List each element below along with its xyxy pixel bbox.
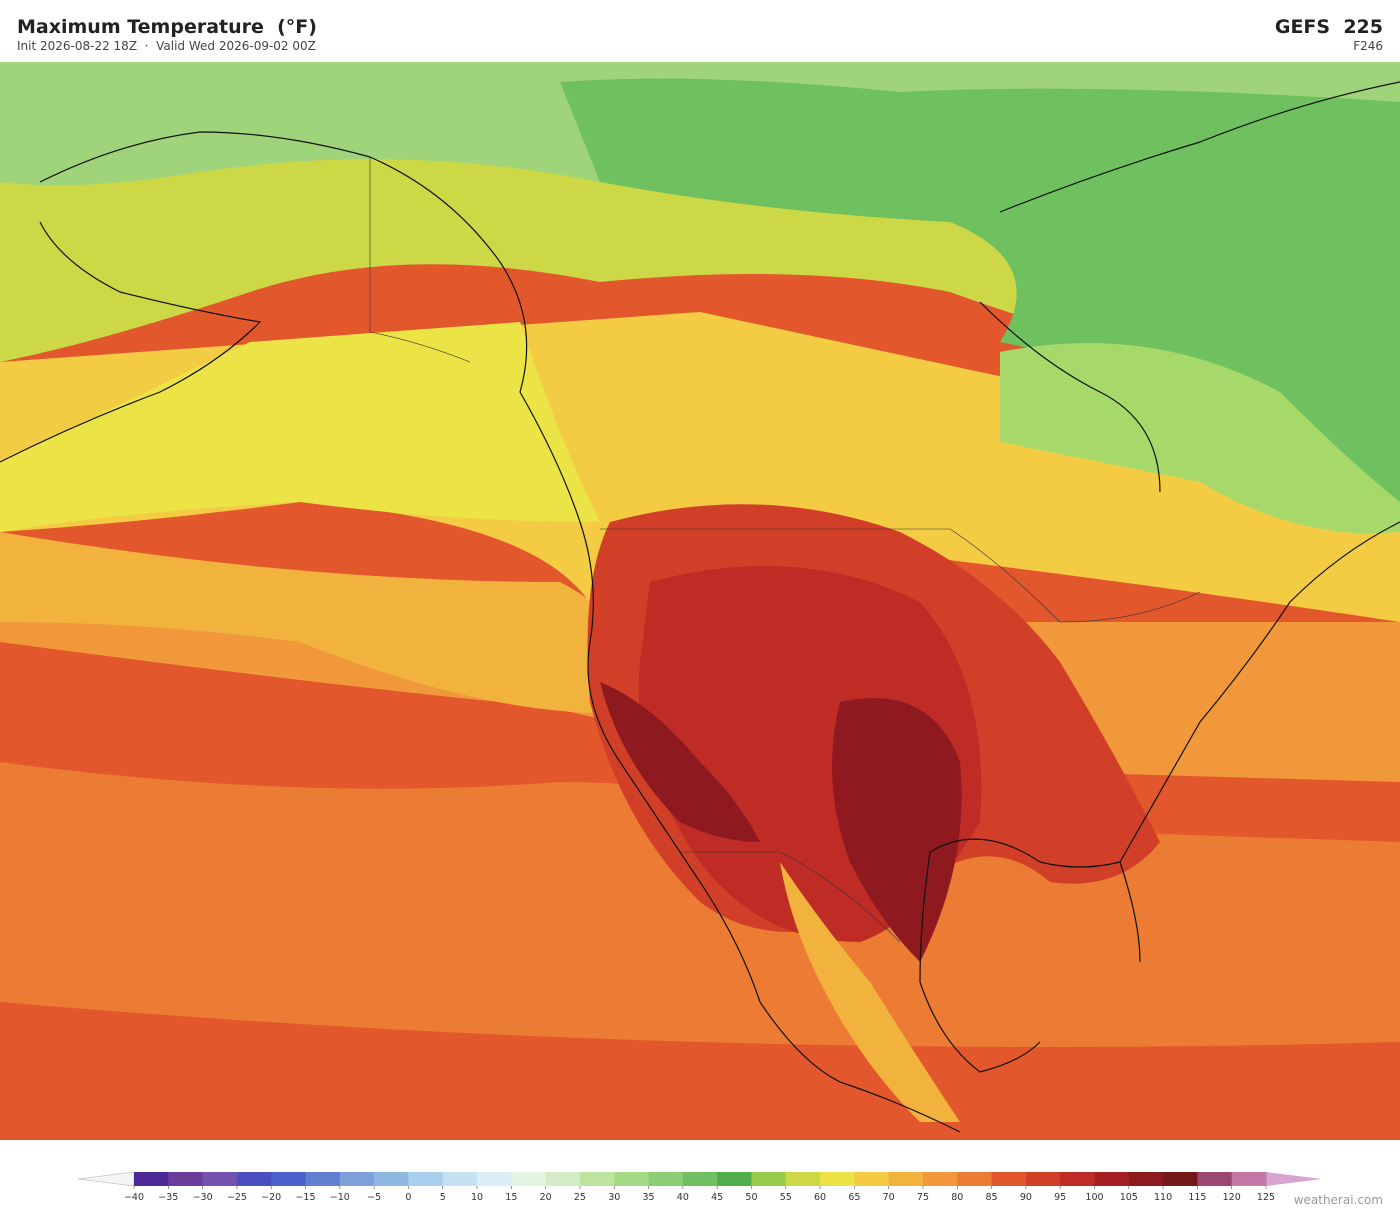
colorbar-cell [820,1172,855,1186]
colorbar-cell [854,1172,890,1186]
model-name: GEFS 225 [1274,16,1383,38]
colorbar-cell [477,1172,512,1186]
colorbar-cell [408,1172,444,1186]
tick-label: 85 [986,1192,998,1203]
colorbar-cell [785,1172,821,1186]
field [832,698,962,962]
tick-label: −40 [124,1192,144,1203]
colorbar-cell [648,1172,684,1186]
colorbar-cell [717,1172,752,1186]
colorbar-cell [442,1172,478,1186]
tick-label: 15 [505,1192,517,1203]
colorbar-cell [168,1172,204,1186]
tick-label: 65 [848,1192,860,1203]
tick-label: 75 [917,1192,929,1203]
colorbar-over [1266,1172,1322,1186]
field [600,682,760,842]
colorbar-cell [922,1172,958,1186]
map-title: Maximum Temperature (°F) [17,16,317,38]
tick-label: 100 [1085,1192,1103,1203]
tick-label: 35 [642,1192,654,1203]
tick-label: 45 [711,1192,723,1203]
tick-label: 80 [951,1192,963,1203]
colorbar-cell [614,1172,650,1186]
colorbar-cell [339,1172,375,1186]
coastline [0,81,1400,1133]
colorbar-cell [134,1172,169,1186]
tick-label: 115 [1188,1192,1206,1203]
map-subtitle: Init 2026-08-22 18Z · Valid Wed 2026-09-… [17,39,316,53]
colorbar-cell [545,1172,581,1186]
tick-label: 70 [883,1192,895,1203]
tick-label: 90 [1020,1192,1032,1203]
colorbar-under [77,1171,135,1187]
field [1000,343,1400,534]
colorbar-cell [991,1172,1027,1186]
tick-label: 5 [440,1192,446,1203]
border [369,157,1201,943]
colorbar-cell [1128,1172,1164,1186]
colorbar-cell [1060,1172,1095,1186]
colorbar-cell [957,1172,993,1186]
temperature-map [0,62,1400,1140]
tick-label: −10 [330,1192,350,1203]
colorbar-cell [751,1172,787,1186]
field [0,532,640,714]
tick-label: −15 [295,1192,315,1203]
colorbar-cell [579,1172,615,1186]
forecast-hour: F246 [1353,39,1383,53]
tick-label: −5 [367,1192,381,1203]
tick-label: 30 [608,1192,620,1203]
colorbar-cell [1231,1172,1267,1186]
tick-label: 60 [814,1192,826,1203]
colorbar-cell [888,1172,924,1186]
colorbar-cell [1197,1172,1233,1186]
colorbar-cell [305,1172,341,1186]
tick-label: 20 [540,1192,552,1203]
tick-label: 55 [780,1192,792,1203]
colorbar-cell [1163,1172,1198,1186]
tick-label: 95 [1054,1192,1066,1203]
tick-label: 120 [1223,1192,1241,1203]
colorbar-cell [202,1172,238,1186]
colorbar-cell [1025,1172,1061,1186]
tick-label: 40 [677,1192,689,1203]
tick-label: −20 [261,1192,281,1203]
tick-label: 50 [745,1192,757,1203]
tick-label: 125 [1257,1192,1275,1203]
colorbar-cell [1094,1172,1130,1186]
colorbar-cell [271,1172,307,1186]
colorbar-cell [682,1172,718,1186]
colorbar-cell [374,1172,409,1186]
tick-label: −30 [193,1192,213,1203]
watermark: weatherai.com [1293,1193,1383,1207]
tick-label: 110 [1154,1192,1172,1203]
tick-label: 105 [1120,1192,1138,1203]
tick-label: 25 [574,1192,586,1203]
tick-label: 0 [405,1192,411,1203]
tick-label: −35 [158,1192,178,1203]
field [0,322,600,532]
tick-label: −25 [227,1192,247,1203]
colorbar: −40 −35 −30 −25 −20 −15 −10 −5 0 5 10 15 20 25 30 35 40 4… [77,1171,1322,1203]
field [780,862,960,1122]
colorbar-cell [511,1172,547,1186]
tick-label: 10 [471,1192,483,1203]
colorbar-cell [236,1172,272,1186]
